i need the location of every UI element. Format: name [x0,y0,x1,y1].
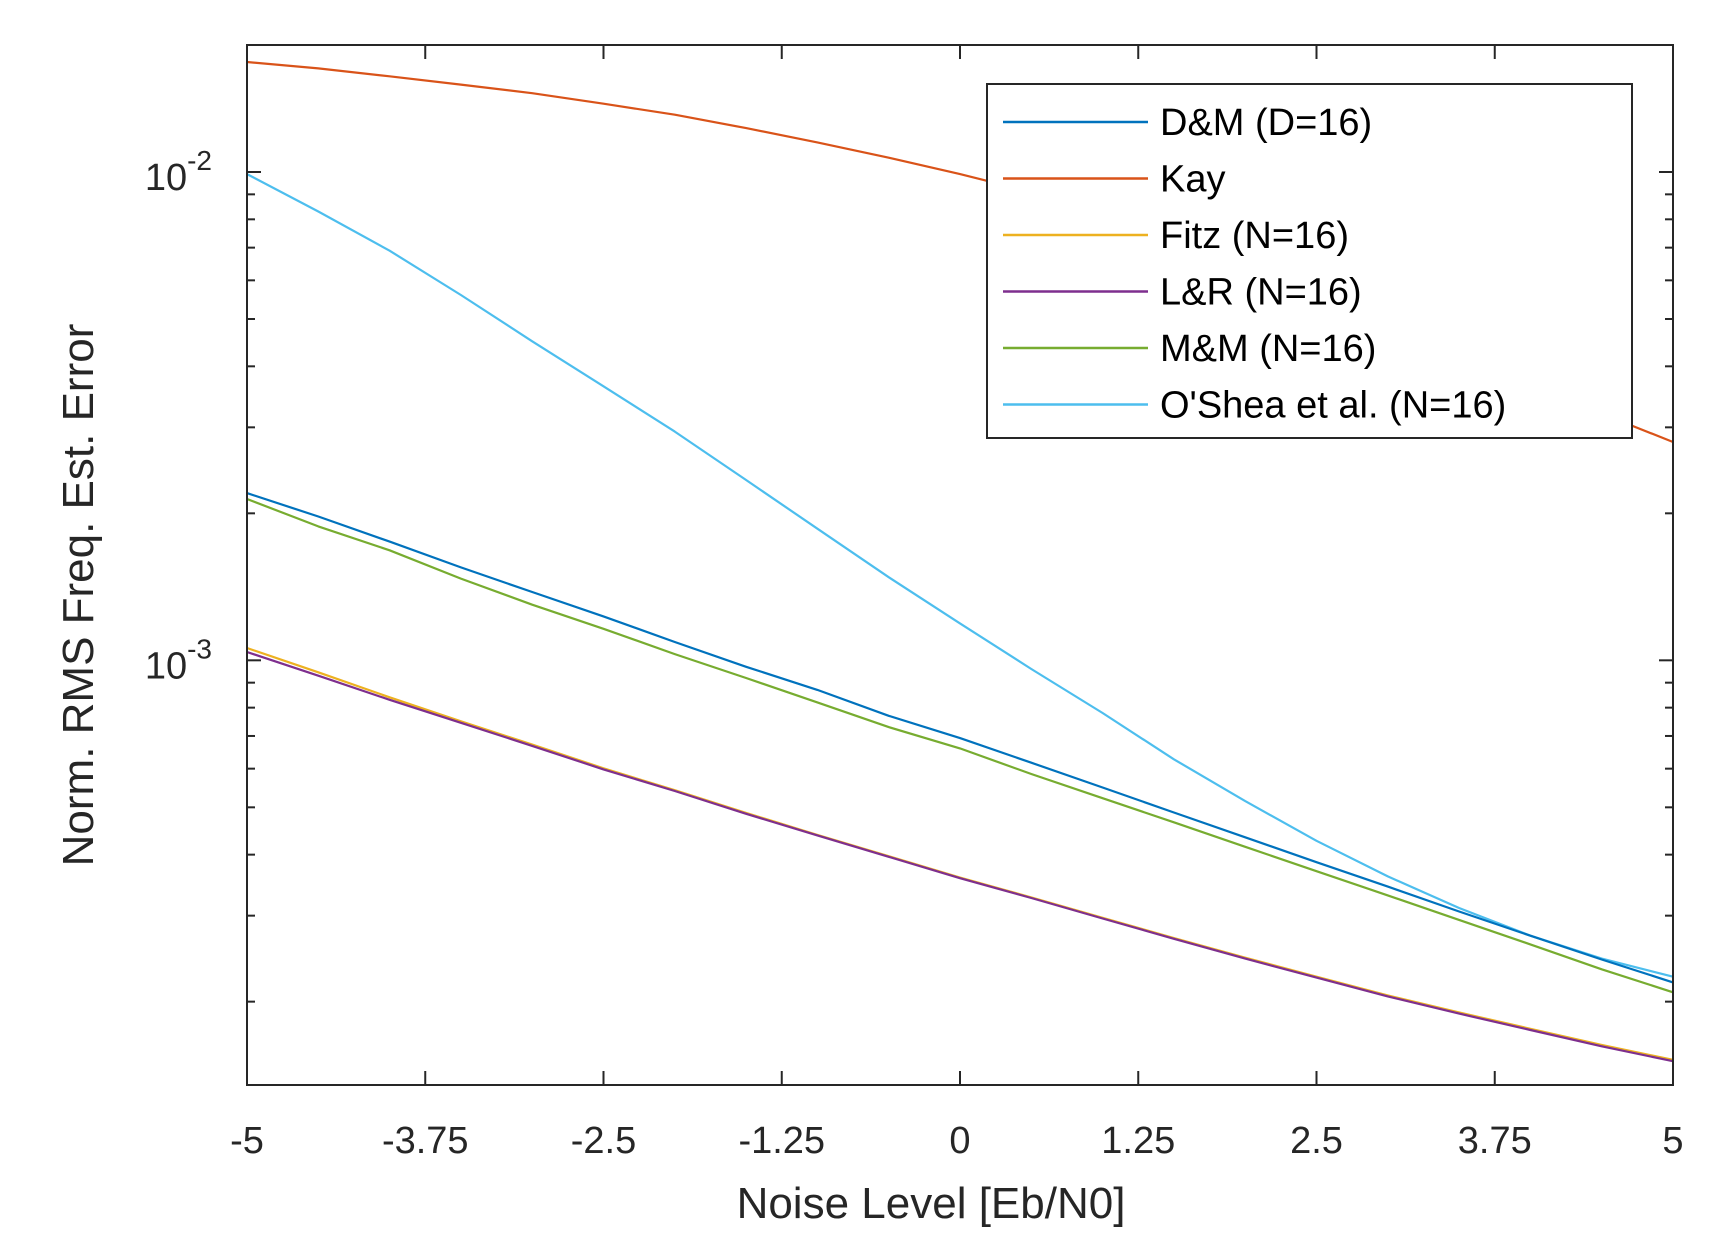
series-line-4 [246,497,1674,994]
x-tick-label: 3.75 [1458,1120,1532,1162]
x-axis-title: Noise Level [Eb/N0] [737,1179,1126,1228]
series-line-0 [246,492,1674,984]
series-line-5 [246,173,1674,978]
x-tick-label: -5 [230,1120,264,1162]
y-axis-title: Norm. RMS Freq. Est. Error [54,324,103,867]
series-line-3 [246,650,1674,1063]
axes-frame [246,44,1674,1086]
y-tick-label-exponent: -3 [187,633,212,664]
series-layer [246,60,1674,1063]
x-tick-label: 5 [1662,1120,1683,1162]
y-tick-labels: 10-210-3 [145,145,212,687]
legend-label: Kay [1160,159,1225,201]
legend-box [986,83,1633,439]
y-tick-label: 10-3 [145,633,212,687]
legend-label: L&R (N=16) [1160,272,1362,314]
legend-label: O'Shea et al. (N=16) [1160,385,1506,427]
legend: D&M (D=16) Kay Fitz (N=16) L&R (N=16) M&M (N… [986,83,1633,439]
y-tick-label-base: 10 [145,645,187,687]
x-tick-label: -2.5 [571,1120,636,1162]
x-tick-label: 1.25 [1101,1120,1175,1162]
legend-label: Fitz (N=16) [1160,215,1349,257]
legend-label: M&M (N=16) [1160,328,1376,370]
y-tick-label-base: 10 [145,157,187,199]
y-tick-label: 10-2 [145,145,212,199]
x-tick-label: -3.75 [382,1120,469,1162]
x-tick-label: 2.5 [1290,1120,1343,1162]
x-tick-label: -1.25 [738,1120,825,1162]
x-tick-labels: -5 -3.75 -2.5 -1.25 0 1.25 2.5 3.75 5 [230,1120,1683,1162]
y-tick-label-exponent: -2 [187,145,212,176]
legend-entries: D&M (D=16) Kay Fitz (N=16) L&R (N=16) M&M (N… [1003,102,1506,427]
legend-label: D&M (D=16) [1160,102,1372,144]
x-tick-label: 0 [949,1120,970,1162]
